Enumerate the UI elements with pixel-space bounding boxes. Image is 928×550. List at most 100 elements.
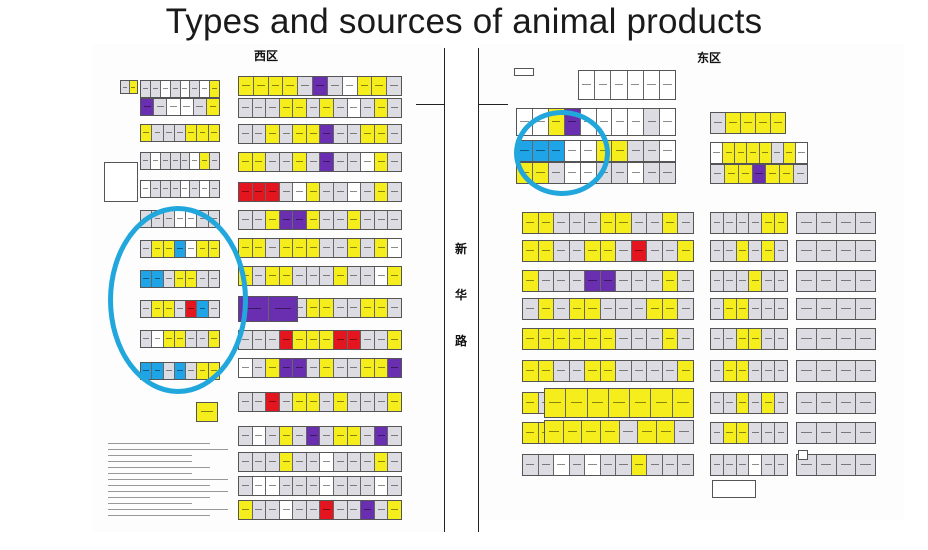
stall [388,331,401,349]
stall [374,211,389,229]
stall [141,153,151,169]
stall [342,77,358,95]
stall [797,455,817,475]
legend-line [108,461,192,462]
stall-row-west-main [238,426,402,446]
stall-row-west-left [140,180,220,198]
stall [678,241,694,261]
stall [266,359,280,377]
stall [361,359,375,377]
stall [306,501,321,519]
stall [180,99,194,115]
stall [170,181,181,197]
stall [293,267,307,285]
stall [320,183,335,201]
stall-row-west-left [120,80,138,94]
stall [313,77,328,95]
stall [762,213,776,233]
stall [836,271,857,291]
stall [711,143,724,163]
stall [554,299,570,319]
stall [662,299,679,319]
stall [523,329,539,349]
stall [678,271,694,291]
legend-line [108,491,228,492]
stall [538,361,555,381]
stall [569,271,586,291]
stall [160,181,171,197]
stall [347,183,362,201]
stall-row-west-main [238,238,402,258]
stall [268,77,284,95]
stall [554,361,570,381]
legend-line [108,473,192,474]
stall [816,393,837,413]
stall-row-east-main [522,298,694,320]
stall [279,153,294,171]
stall [239,125,253,143]
stall [795,143,807,163]
stall [374,427,389,445]
stall [523,299,539,319]
stall [306,427,321,445]
stall-row-east-top [578,70,676,100]
stall-row-east-top [710,164,808,184]
stall [334,183,348,201]
highlight-circle-east [514,110,610,196]
stall [736,329,750,349]
stall [587,389,609,417]
stall [320,125,335,143]
stall [523,455,539,475]
stall-row-east-middle [710,360,788,382]
stall [523,271,539,291]
stall [600,455,617,475]
stall [749,241,763,261]
stall [193,99,207,115]
stall [347,267,362,285]
legend-line [108,503,192,504]
stall [726,113,741,133]
stall [856,329,875,349]
gate-outline [712,480,756,498]
stall [129,81,137,93]
stall [775,423,787,443]
stall [662,329,679,349]
stall [647,455,663,475]
stall [347,125,362,143]
stall [619,421,639,443]
stall [749,393,763,413]
stall [252,183,267,201]
stall [585,271,601,291]
stall [816,329,837,349]
stall [190,181,201,197]
stall-row-east-right [796,328,876,350]
stall [361,211,375,229]
stall [388,239,401,257]
stall [678,455,694,475]
stall [141,81,151,97]
stall [252,359,267,377]
stall [736,241,750,261]
stall [762,241,776,261]
stall-row-west-main [238,124,402,144]
stall [252,331,267,349]
stall [334,477,348,495]
stall [662,241,679,261]
stall [252,393,267,411]
stall [239,99,253,117]
stall [736,393,750,413]
stall [711,213,724,233]
stall [723,329,737,349]
stall [678,213,694,233]
stall [293,427,307,445]
stall [279,331,294,349]
stall [659,71,676,99]
stall [320,211,335,229]
stall [266,331,280,349]
stall [711,329,724,349]
road-name-char-3: 路 [455,334,468,348]
stall-row-east-middle [710,422,788,444]
stall [616,299,632,319]
stall [675,421,693,443]
stall [538,213,555,233]
